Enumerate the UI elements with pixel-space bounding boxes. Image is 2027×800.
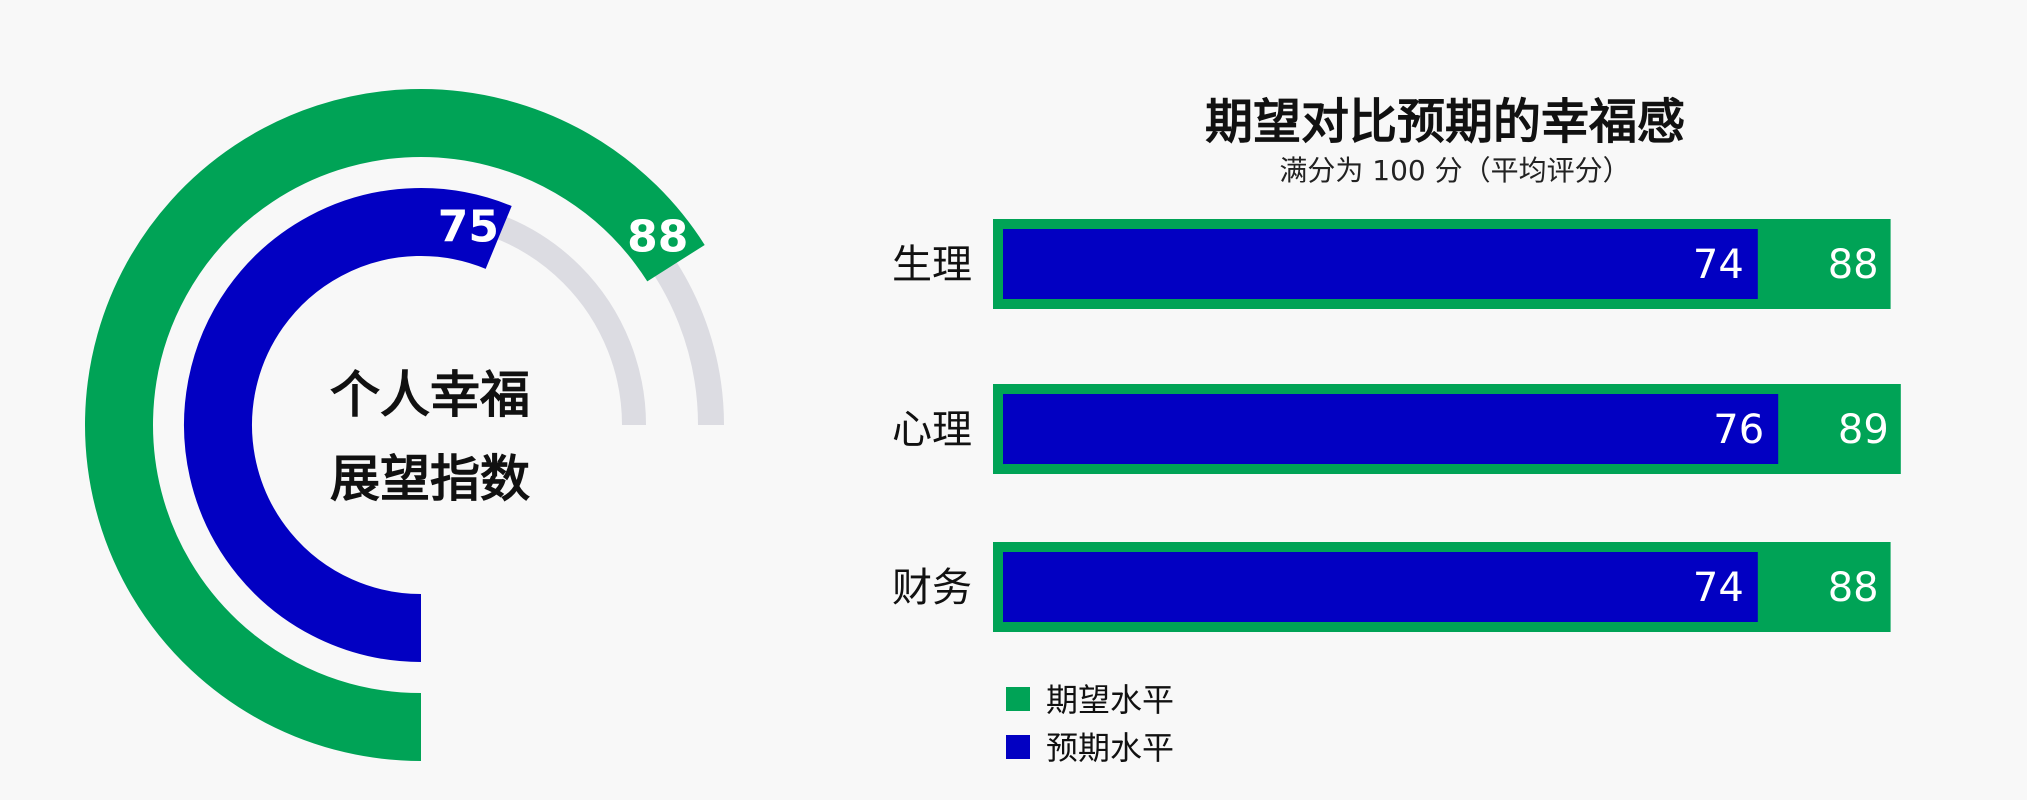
value-label-expected-mental: 89 (1838, 407, 1889, 453)
value-label-expected-financial: 88 (1828, 565, 1879, 611)
legend-swatch-anticipated (1006, 735, 1030, 759)
outer-ring-value: 88 (627, 211, 688, 262)
chart-title: 期望对比预期的幸福感 (1205, 94, 1685, 150)
value-label-anticipated-physical: 74 (1693, 242, 1744, 288)
outer-ring-expected (85, 89, 705, 761)
chart-subtitle: 满分为 100 分（平均评分） (1279, 154, 1630, 187)
bar-anticipated-financial (1003, 552, 1758, 622)
bar-anticipated-physical (1003, 229, 1758, 299)
value-label-expected-physical: 88 (1828, 242, 1879, 288)
center-label-line-1: 个人幸福 (330, 366, 530, 424)
category-label-mental: 心理 (892, 407, 972, 453)
bar-chart: 生理 74 88 心理 76 89 财务 74 88 (892, 219, 1901, 632)
value-label-anticipated-mental: 76 (1713, 407, 1764, 453)
inner-ring-value: 75 (438, 202, 499, 253)
legend-label-expected: 期望水平 (1046, 681, 1174, 719)
category-label-physical: 生理 (892, 242, 972, 288)
value-label-anticipated-financial: 74 (1693, 565, 1744, 611)
legend: 期望水平 预期水平 (1006, 681, 1174, 767)
center-label-line-2: 展望指数 (330, 450, 530, 508)
legend-label-anticipated: 预期水平 (1046, 729, 1174, 767)
legend-swatch-expected (1006, 687, 1030, 711)
category-label-financial: 财务 (892, 565, 972, 611)
radial-chart: 88 75 个人幸福 展望指数 (85, 89, 724, 761)
inner-ring-anticipated (184, 188, 512, 662)
bar-anticipated-mental (1003, 394, 1779, 464)
